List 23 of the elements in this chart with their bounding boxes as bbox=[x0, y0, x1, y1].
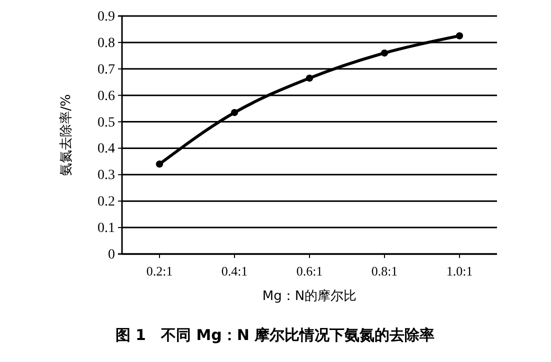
x-tick-label: 0.4:1 bbox=[221, 263, 248, 278]
y-tick-label: 0.9 bbox=[98, 9, 115, 24]
y-tick-label: 0.5 bbox=[98, 115, 115, 130]
y-tick-label: 0.1 bbox=[98, 221, 115, 236]
x-tick-label: 0.2:1 bbox=[146, 263, 173, 278]
point bbox=[456, 32, 464, 40]
y-tick-label: 0.7 bbox=[98, 62, 115, 78]
x-tick-label: 1.0:1 bbox=[446, 263, 473, 278]
x-tick-label: 0.8:1 bbox=[371, 263, 398, 278]
point bbox=[380, 49, 388, 57]
text: 图 1 不同 Mg：N 摩尔比情况下氨氮的去除率 bbox=[115, 326, 435, 344]
x-tick-label: 0.6:1 bbox=[296, 263, 323, 278]
y-tick-label: 0.3 bbox=[98, 168, 115, 184]
point bbox=[156, 160, 164, 168]
y-tick-label: 0.4 bbox=[98, 142, 115, 157]
y-axis-title: 氨氮去除率/% bbox=[58, 94, 74, 176]
y-tick-label: 0.8 bbox=[98, 36, 115, 51]
point bbox=[230, 108, 238, 116]
y-tick-label: 0.6 bbox=[98, 88, 115, 104]
point bbox=[306, 74, 314, 82]
y-tick-label: 0 bbox=[108, 247, 115, 262]
y-tick-label: 0.2 bbox=[98, 194, 115, 210]
x-axis-title: Mg：N的摩尔比 bbox=[262, 289, 357, 304]
